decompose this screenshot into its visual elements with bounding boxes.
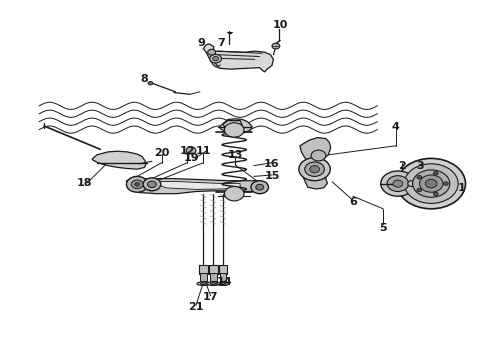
Text: 5: 5 — [379, 222, 387, 233]
Text: 20: 20 — [154, 148, 170, 158]
Circle shape — [443, 182, 448, 185]
FancyBboxPatch shape — [209, 265, 218, 274]
Polygon shape — [223, 121, 243, 131]
FancyBboxPatch shape — [219, 265, 227, 274]
Text: 19: 19 — [183, 153, 199, 163]
Polygon shape — [92, 151, 146, 169]
Circle shape — [272, 43, 280, 49]
Circle shape — [147, 181, 156, 188]
Circle shape — [143, 178, 161, 191]
Ellipse shape — [210, 283, 216, 285]
Circle shape — [186, 147, 196, 154]
Circle shape — [311, 150, 326, 161]
Text: 4: 4 — [392, 122, 400, 132]
Circle shape — [425, 179, 437, 188]
Text: 10: 10 — [272, 20, 288, 30]
FancyBboxPatch shape — [200, 273, 207, 281]
Circle shape — [126, 176, 148, 192]
Text: 6: 6 — [349, 197, 357, 207]
Text: 1: 1 — [458, 183, 466, 193]
Text: 8: 8 — [141, 74, 148, 84]
Text: 12: 12 — [179, 146, 195, 156]
Circle shape — [131, 180, 143, 189]
Circle shape — [135, 183, 140, 186]
Circle shape — [224, 186, 244, 201]
Polygon shape — [126, 179, 264, 194]
Polygon shape — [220, 119, 252, 133]
Text: 13: 13 — [227, 150, 243, 160]
Polygon shape — [149, 181, 240, 189]
FancyBboxPatch shape — [199, 265, 208, 274]
Polygon shape — [303, 176, 327, 189]
Circle shape — [408, 181, 416, 186]
Text: 3: 3 — [416, 161, 424, 171]
Circle shape — [148, 81, 153, 85]
Circle shape — [224, 123, 244, 137]
Text: 15: 15 — [264, 171, 280, 181]
Polygon shape — [203, 44, 273, 72]
Circle shape — [393, 180, 403, 187]
FancyBboxPatch shape — [210, 273, 217, 281]
FancyBboxPatch shape — [220, 273, 226, 281]
Circle shape — [433, 192, 438, 196]
Circle shape — [299, 158, 330, 181]
Polygon shape — [300, 138, 331, 163]
Text: 18: 18 — [76, 178, 92, 188]
Text: 2: 2 — [398, 161, 406, 171]
Ellipse shape — [220, 283, 226, 285]
Circle shape — [417, 175, 422, 179]
Text: 21: 21 — [188, 302, 204, 312]
Circle shape — [310, 166, 319, 173]
Ellipse shape — [200, 283, 206, 285]
Circle shape — [213, 57, 219, 61]
Circle shape — [417, 188, 422, 192]
Circle shape — [256, 184, 264, 190]
Circle shape — [305, 162, 324, 176]
Ellipse shape — [197, 282, 210, 285]
Circle shape — [397, 158, 466, 209]
Circle shape — [208, 49, 216, 55]
Text: 11: 11 — [196, 146, 211, 156]
Circle shape — [413, 170, 450, 197]
Text: 14: 14 — [217, 276, 232, 287]
Ellipse shape — [217, 282, 229, 285]
Circle shape — [251, 181, 269, 194]
Text: 9: 9 — [197, 38, 205, 48]
Text: 16: 16 — [264, 159, 280, 169]
Circle shape — [210, 54, 221, 63]
Circle shape — [419, 175, 443, 192]
Circle shape — [387, 176, 409, 192]
Ellipse shape — [207, 282, 220, 285]
Circle shape — [404, 164, 458, 203]
Circle shape — [381, 171, 415, 196]
Text: 17: 17 — [203, 292, 219, 302]
Text: 7: 7 — [218, 38, 225, 48]
Circle shape — [433, 171, 438, 175]
